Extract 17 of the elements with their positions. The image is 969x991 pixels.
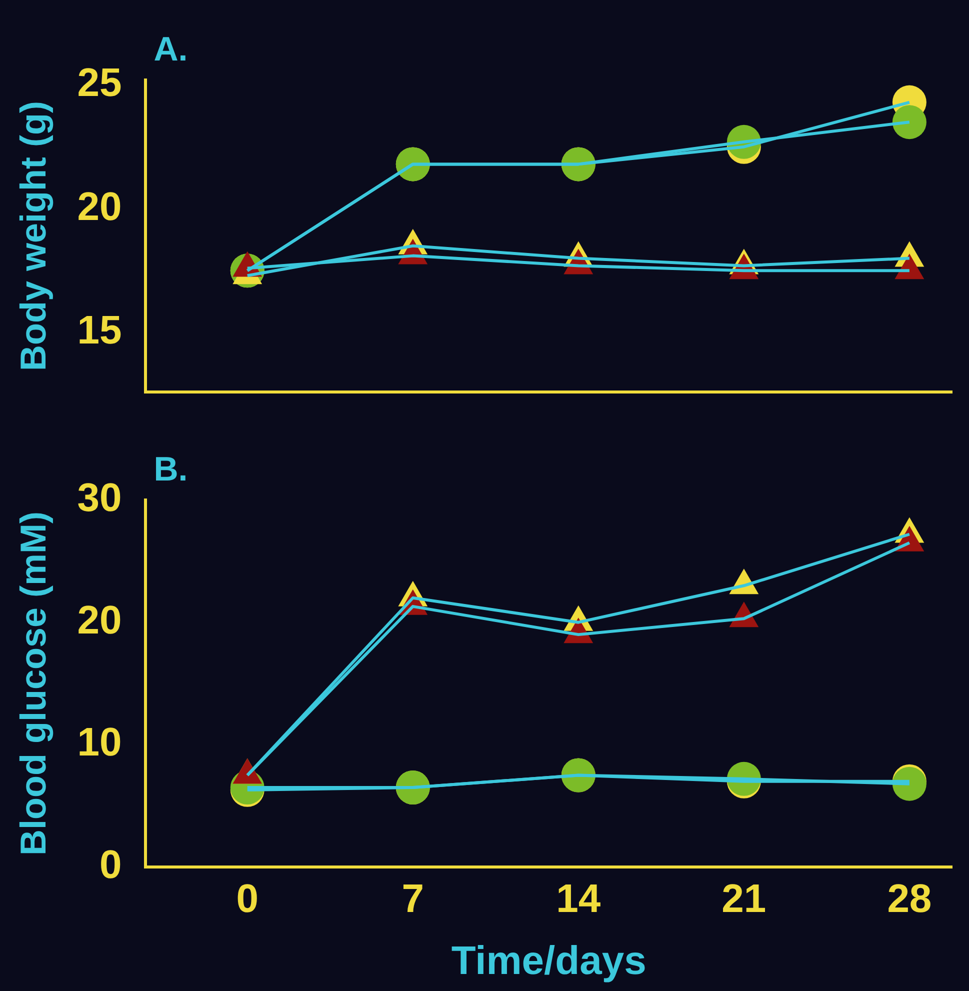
x-tick-label: 28: [887, 877, 932, 922]
x-axis-title: Time/days: [451, 939, 646, 984]
y-tick-label: 25: [77, 60, 122, 105]
chart-title: B.: [154, 450, 188, 488]
y-tick-label: 0: [99, 843, 122, 888]
y-tick-label: 20: [77, 598, 122, 642]
y-tick-label: 10: [77, 720, 122, 765]
chart-title: A.: [154, 30, 188, 68]
x-tick-label: 14: [556, 877, 602, 922]
y-tick-label: 15: [77, 308, 122, 353]
y-axis-title: Body weight (g): [12, 101, 54, 371]
x-tick-label: 21: [722, 877, 766, 922]
y-axis-title: Blood glucose (mM): [12, 512, 54, 856]
y-tick-label: 30: [77, 476, 122, 520]
y-tick-label: 20: [77, 184, 122, 229]
x-tick-label: 0: [236, 877, 258, 922]
x-tick-label: 7: [402, 877, 424, 922]
